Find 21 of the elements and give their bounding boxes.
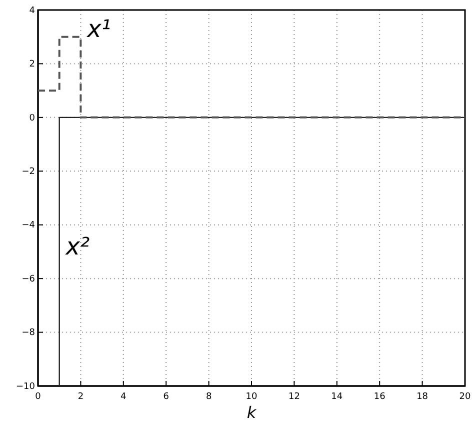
y-tick-label: −2: [22, 167, 35, 178]
x-tick-label: 6: [163, 392, 170, 402]
y-tick-label: −10: [16, 382, 36, 392]
series-label: x¹: [86, 14, 111, 43]
x-tick-label: 10: [246, 392, 258, 402]
x-tick-label: 2: [78, 392, 84, 402]
x-tick-label: 18: [416, 392, 428, 402]
y-tick-label: 4: [29, 6, 36, 16]
x-tick-label: 8: [206, 392, 212, 402]
x-tick-label: 16: [374, 392, 386, 402]
x-tick-label: 4: [120, 392, 127, 402]
x-tick-label: 14: [331, 392, 343, 402]
x-tick-label: 12: [288, 392, 300, 402]
series-label: x²: [64, 232, 90, 260]
y-tick-label: −4: [22, 220, 36, 231]
x-axis-title: k: [246, 403, 257, 422]
y-tick-label: 0: [29, 113, 36, 124]
y-tick-label: −6: [22, 274, 36, 284]
x-tick-label: 20: [459, 392, 471, 402]
y-tick-label: −8: [22, 328, 36, 338]
y-tick-label: 2: [29, 60, 35, 70]
